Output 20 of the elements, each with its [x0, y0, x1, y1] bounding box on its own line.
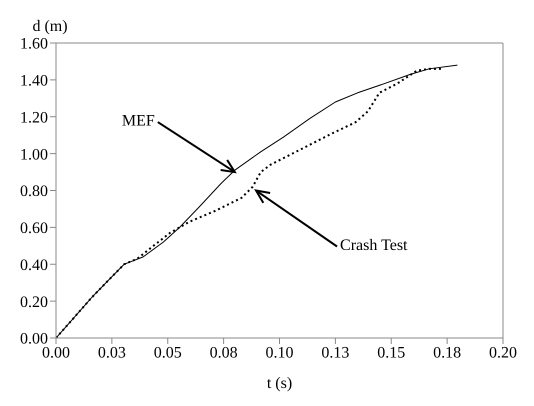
x-tick-label: 0.03: [98, 344, 126, 362]
x-tick-label: 0.20: [489, 344, 517, 362]
y-tick-label: 1.40: [20, 72, 48, 90]
x-tick-label: 0.08: [210, 344, 238, 362]
y-axis-title: d (m): [32, 18, 68, 35]
annotation: Crash Test: [340, 237, 408, 254]
y-tick-label: 0.20: [20, 294, 48, 311]
x-tick-label: 0.05: [154, 344, 182, 362]
y-tick-label: 0.60: [20, 220, 48, 238]
y-tick-label: 0.40: [20, 256, 48, 274]
x-axis-title: t (s): [266, 375, 292, 392]
annotation: MEF: [122, 112, 155, 130]
y-tick-label: 0.80: [20, 183, 48, 200]
x-tick-label: 0.15: [377, 344, 406, 362]
x-tick-label: 0.18: [433, 344, 462, 362]
y-tick-label: 1.60: [20, 36, 48, 53]
y-tick-label: 1.00: [20, 146, 48, 164]
y-tick-label: 1.20: [20, 109, 48, 126]
x-tick-label: 0.10: [266, 344, 294, 362]
x-tick-label: 0.13: [321, 344, 350, 362]
